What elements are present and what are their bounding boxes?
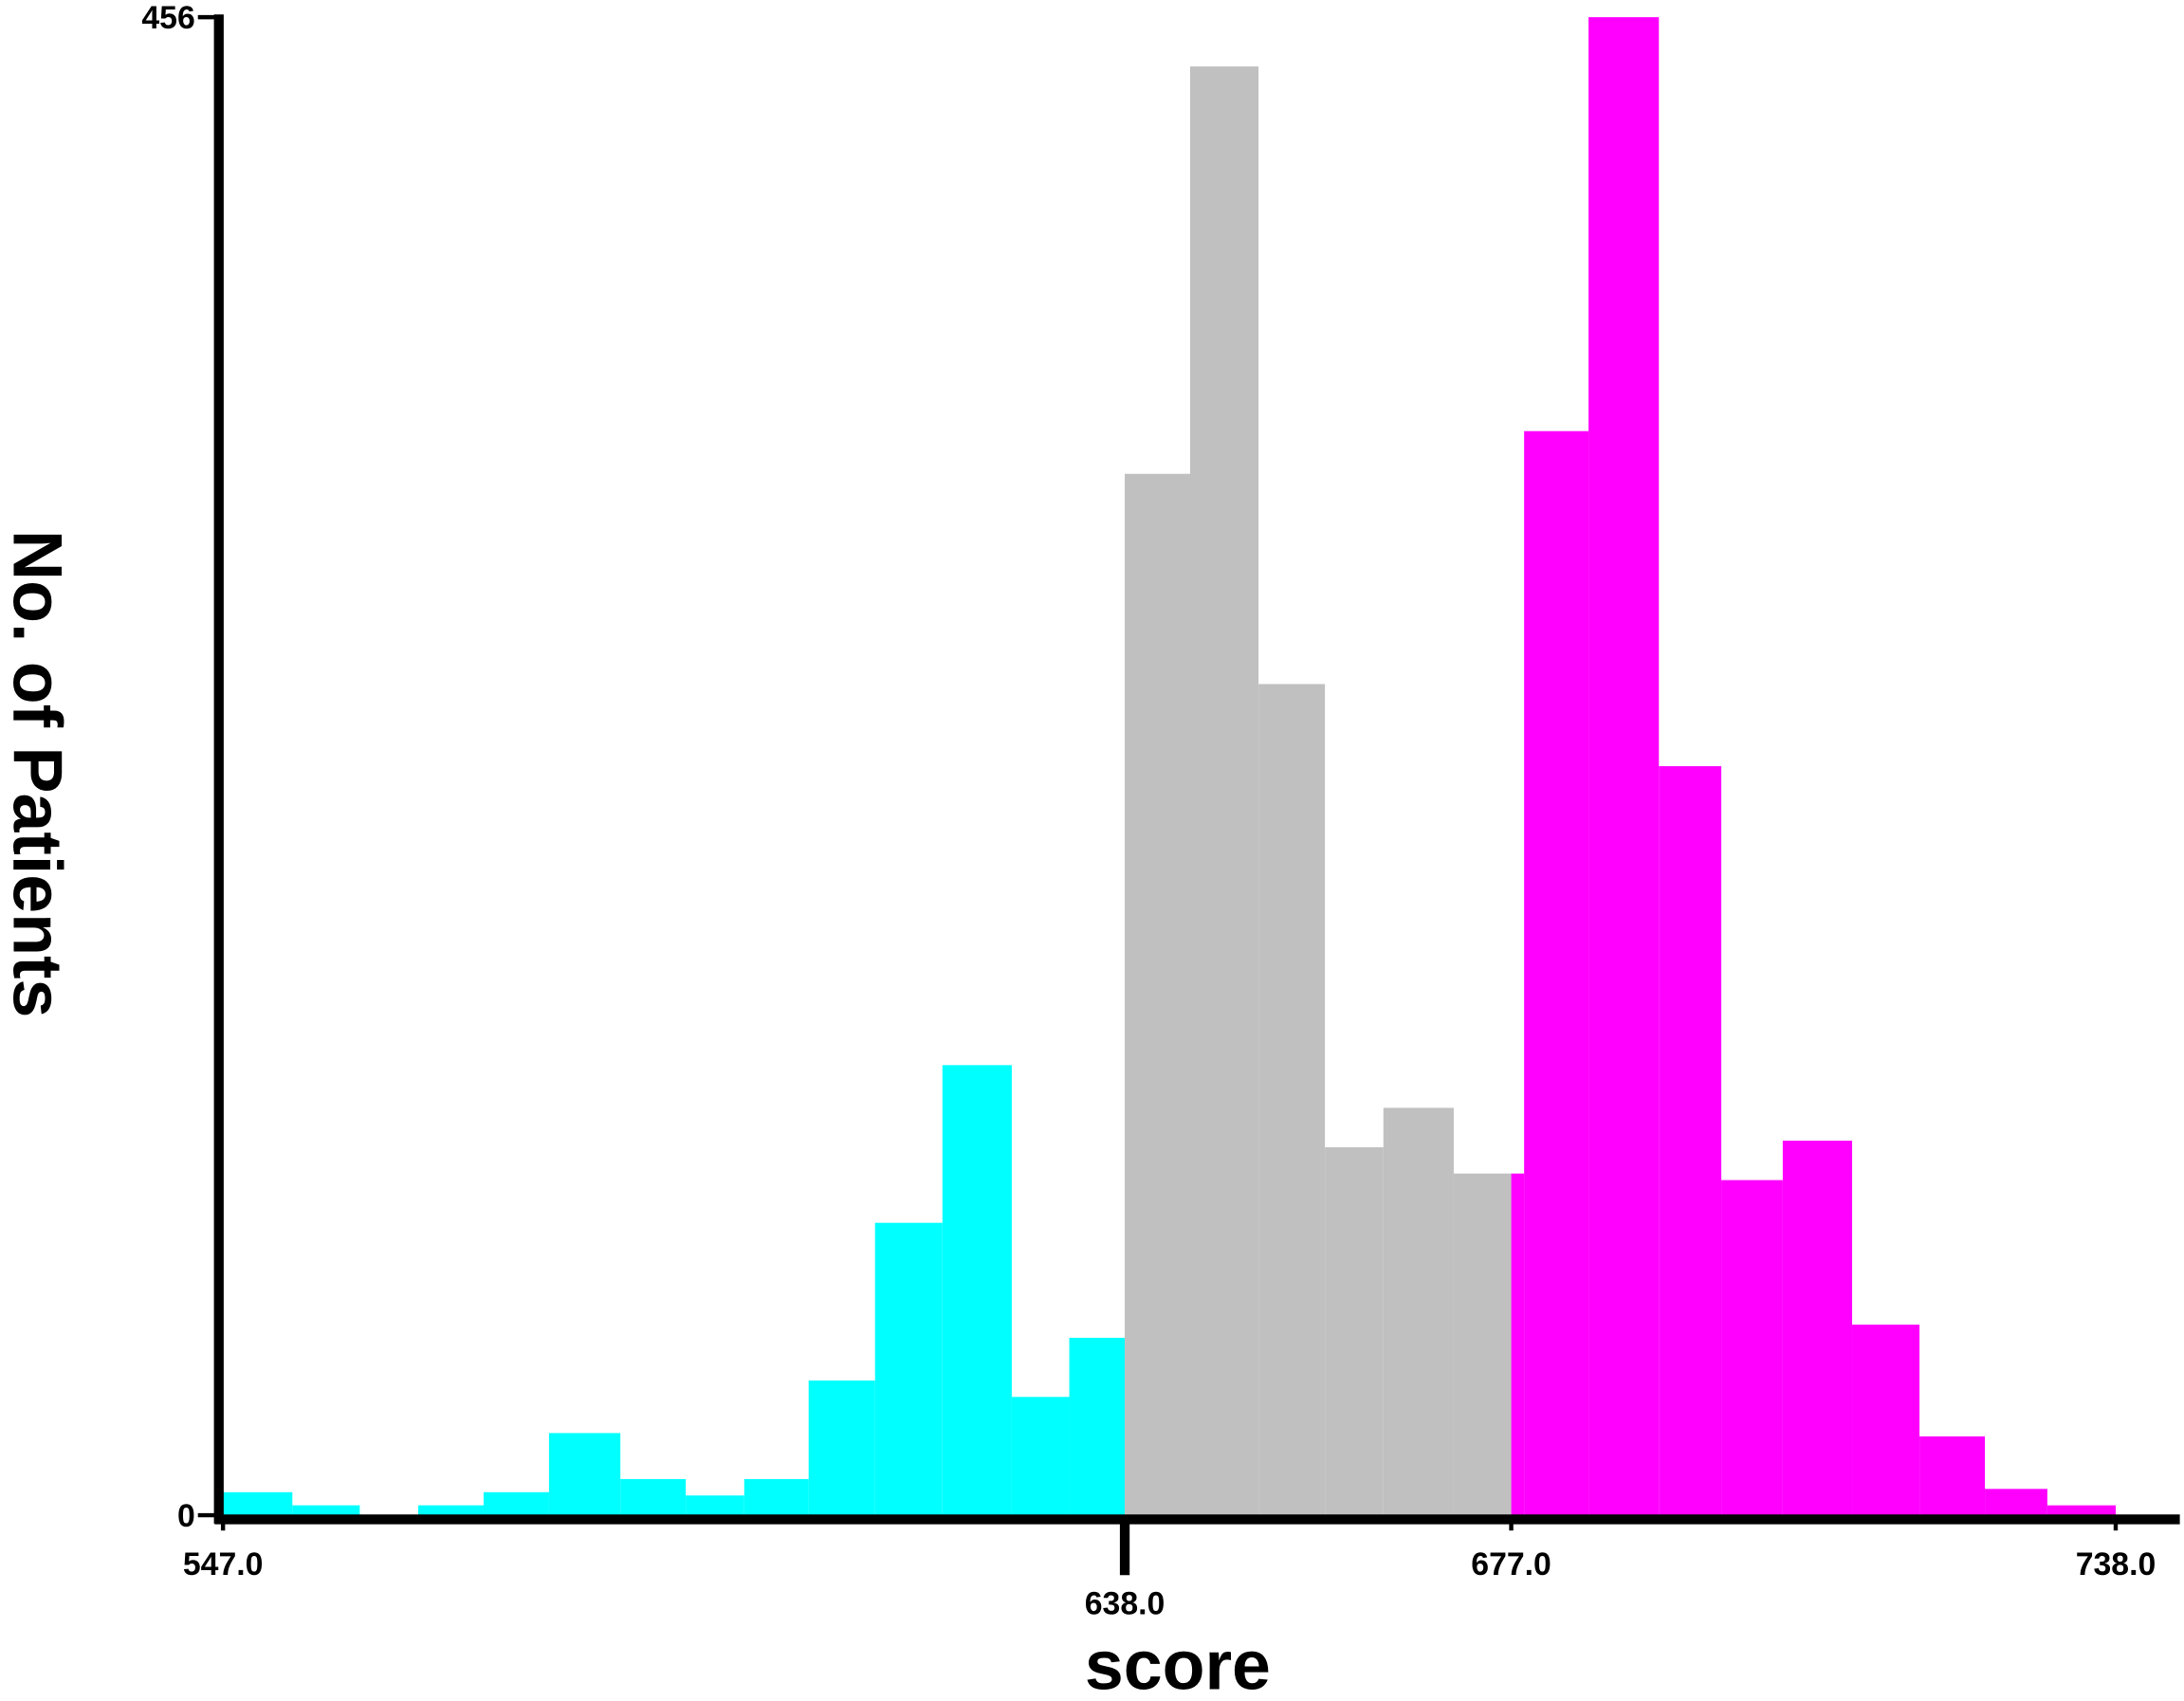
bar: [1325, 1146, 1384, 1516]
bar: [1721, 1180, 1783, 1516]
bar: [1524, 430, 1589, 1516]
bar: [1588, 17, 1660, 1516]
bar: [2046, 1505, 2116, 1516]
bar: [483, 1491, 549, 1516]
bar: [1258, 684, 1326, 1516]
bar: [1782, 1141, 1853, 1516]
x-tick-label: 677.0: [1471, 1546, 1551, 1582]
y-tick-label: 0: [177, 1498, 195, 1534]
bar: [743, 1478, 809, 1516]
bar: [1190, 66, 1259, 1516]
x-tick-label: 547.0: [183, 1546, 264, 1582]
bar: [292, 1505, 360, 1516]
bars: [223, 17, 2116, 1516]
bar: [1383, 1107, 1454, 1516]
bar: [942, 1065, 1012, 1516]
x-tick-label: 738.0: [2076, 1546, 2156, 1582]
bar: [1919, 1436, 1986, 1516]
bar: [1852, 1325, 1920, 1516]
bar: [1453, 1173, 1512, 1516]
axes: [213, 14, 2180, 1525]
bar: [620, 1478, 687, 1516]
y-tick-label: 456: [141, 0, 194, 36]
y-axis-title: No. of Patients: [0, 530, 78, 1017]
x-tick-label: 638.0: [1085, 1585, 1165, 1621]
bar: [1069, 1337, 1126, 1516]
bar: [1511, 1173, 1525, 1516]
bar: [808, 1380, 875, 1516]
bar: [686, 1495, 744, 1516]
bar: [223, 1491, 293, 1516]
bar: [1985, 1489, 2047, 1516]
bar: [418, 1505, 484, 1516]
bar: [874, 1222, 943, 1516]
bar: [1125, 473, 1191, 1516]
x-axis-title: score: [1085, 1626, 1271, 1701]
bar: [1011, 1397, 1070, 1516]
bar: [548, 1433, 621, 1516]
bar: [1659, 766, 1722, 1516]
